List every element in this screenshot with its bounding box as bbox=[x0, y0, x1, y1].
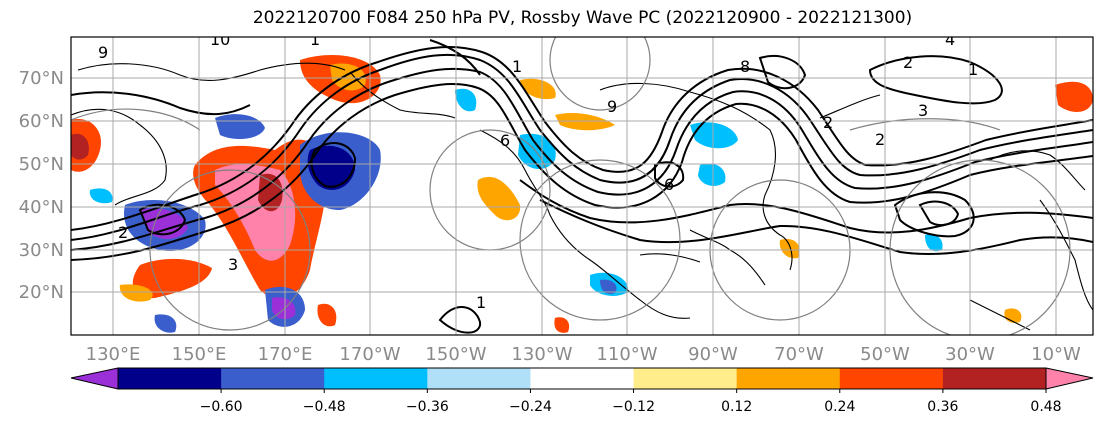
lon-label: 50°W bbox=[860, 344, 910, 365]
longitude-labels: 130°E 150°E 170°E 170°W 150°W 130°W 110°… bbox=[86, 344, 1081, 365]
colorbar-frame bbox=[117, 367, 1047, 390]
lat-label: 30°N bbox=[19, 240, 64, 261]
colorbar-segment bbox=[530, 368, 635, 389]
lon-label: 30°W bbox=[945, 344, 995, 365]
pc-shading bbox=[71, 55, 1093, 333]
colorbar-segment bbox=[736, 368, 841, 389]
colorbar-tick-label: 0.48 bbox=[1030, 399, 1061, 415]
lat-label: 60°N bbox=[19, 111, 64, 132]
lon-label: 130°E bbox=[86, 344, 141, 365]
lon-label: 170°W bbox=[339, 344, 400, 365]
contour-label: 6 bbox=[664, 175, 674, 194]
contour-label: 8 bbox=[740, 57, 750, 76]
contour-label: 9 bbox=[98, 43, 108, 62]
colorbar-segment bbox=[221, 368, 325, 389]
contour-label: 9 bbox=[607, 97, 617, 116]
contour-label: 1 bbox=[968, 60, 978, 79]
lat-label: 70°N bbox=[19, 68, 64, 89]
lon-label: 150°W bbox=[425, 344, 486, 365]
colorbar-extend-left bbox=[71, 368, 118, 389]
latitude-labels: 70°N 60°N 50°N 40°N 30°N 20°N bbox=[19, 68, 64, 303]
colorbar-tick-label: 0.24 bbox=[824, 399, 855, 415]
pv-contours bbox=[71, 39, 1093, 334]
lon-label: 90°W bbox=[688, 344, 738, 365]
colorbar-tick-label: 0.36 bbox=[927, 399, 958, 415]
map-frame bbox=[70, 36, 1094, 336]
coastlines bbox=[71, 62, 1093, 331]
contour-label: 1 bbox=[310, 30, 320, 49]
colorbar-segment bbox=[633, 368, 738, 389]
colorbar-tick-label: −0.48 bbox=[303, 399, 346, 415]
lon-label: 150°E bbox=[172, 344, 227, 365]
contour-label: 1 bbox=[512, 57, 522, 76]
lon-label: 10°W bbox=[1031, 344, 1081, 365]
colorbar-tick-label: −0.36 bbox=[406, 399, 449, 415]
contour-label: 2 bbox=[903, 53, 913, 72]
lat-label: 50°N bbox=[19, 154, 64, 175]
contour-label: 1 bbox=[476, 293, 486, 312]
contour-label: 2 bbox=[823, 113, 833, 132]
contour-label: 10 bbox=[210, 30, 230, 49]
lon-label: 110°W bbox=[596, 344, 657, 365]
colorbar-segment bbox=[118, 368, 222, 389]
gridlines bbox=[71, 37, 1093, 335]
lon-label: 130°W bbox=[511, 344, 572, 365]
colorbar-segment bbox=[324, 368, 428, 389]
lon-label: 70°W bbox=[774, 344, 824, 365]
contour-label: 3 bbox=[918, 101, 928, 120]
lat-label: 20°N bbox=[19, 282, 64, 303]
contour-label: 2 bbox=[118, 223, 128, 242]
contour-label: 3 bbox=[228, 255, 238, 274]
colorbar-segment bbox=[427, 368, 531, 389]
contour-label: 6 bbox=[500, 131, 510, 150]
colorbar-tick-label: −0.24 bbox=[509, 399, 552, 415]
colorbar-extend-right bbox=[1046, 368, 1093, 389]
colorbar: −0.60 −0.48 −0.36 −0.24 −0.12 0.12 0.24 0.36 0.4… bbox=[70, 367, 1094, 415]
contour-labels: 9 10 1 1 2 4 2 1 3 8 6 6 2 9 2 3 1 bbox=[98, 30, 978, 312]
lat-label: 40°N bbox=[19, 197, 64, 218]
contour-label: 2 bbox=[875, 130, 885, 149]
lon-label: 170°E bbox=[258, 344, 313, 365]
colorbar-tick-label: −0.60 bbox=[200, 399, 243, 415]
colorbar-segment bbox=[942, 368, 1047, 389]
map-title: 2022120700 F084 250 hPa PV, Rossby Wave … bbox=[252, 8, 913, 28]
colorbar-segment bbox=[839, 368, 944, 389]
contour-label: 4 bbox=[945, 30, 955, 49]
colorbar-tick-label: −0.12 bbox=[612, 399, 655, 415]
colorbar-tick-label: 0.12 bbox=[721, 399, 752, 415]
